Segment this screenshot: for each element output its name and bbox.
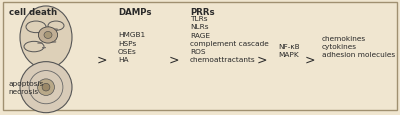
- Text: cell death: cell death: [9, 8, 57, 17]
- Ellipse shape: [24, 42, 44, 52]
- Text: DAMPs: DAMPs: [118, 8, 152, 17]
- Ellipse shape: [38, 79, 54, 96]
- Text: chemokines
cytokines
adhesion molecules: chemokines cytokines adhesion molecules: [322, 36, 395, 58]
- Text: TLRs
NLRs
RAGE
complement cascade
ROS
chemoattractants: TLRs NLRs RAGE complement cascade ROS ch…: [190, 16, 269, 63]
- Text: >: >: [169, 53, 179, 66]
- Text: >: >: [97, 53, 107, 66]
- Text: >: >: [257, 53, 267, 66]
- FancyBboxPatch shape: [3, 3, 397, 110]
- Ellipse shape: [38, 28, 58, 44]
- Ellipse shape: [20, 62, 72, 113]
- Ellipse shape: [44, 32, 52, 39]
- Ellipse shape: [52, 42, 56, 43]
- Ellipse shape: [42, 48, 46, 49]
- Ellipse shape: [42, 84, 50, 91]
- Ellipse shape: [20, 7, 72, 69]
- Ellipse shape: [38, 43, 42, 44]
- Text: PRRs: PRRs: [190, 8, 215, 17]
- Text: NF-κB
MAPK: NF-κB MAPK: [278, 44, 300, 58]
- Text: HMGB1
HSPs
OSEs
HA: HMGB1 HSPs OSEs HA: [118, 32, 145, 63]
- Text: apoptosis
necrosis: apoptosis necrosis: [9, 80, 44, 94]
- Ellipse shape: [26, 22, 46, 33]
- Text: >: >: [305, 53, 315, 66]
- Ellipse shape: [48, 22, 64, 31]
